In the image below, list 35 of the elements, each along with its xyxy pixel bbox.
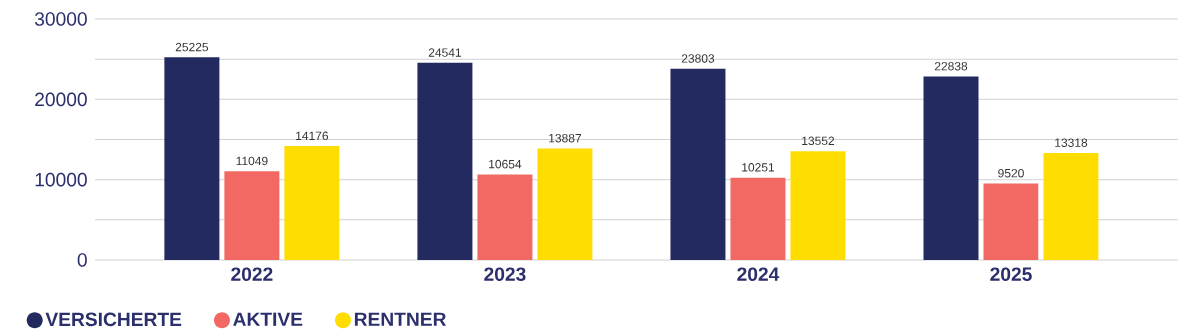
y-tick-label: 20000 — [35, 92, 87, 107]
bar — [670, 68, 726, 260]
bar — [730, 177, 786, 260]
x-tick-label: 2025 — [990, 267, 1032, 281]
data-label: 14176 — [296, 131, 329, 141]
bar — [790, 151, 846, 260]
x-tick-label: 2023 — [484, 267, 526, 281]
data-label: 24541 — [428, 48, 462, 57]
data-label: 10251 — [742, 163, 775, 172]
bar — [164, 57, 220, 260]
bar — [477, 174, 533, 260]
x-tick-label: 2022 — [231, 267, 273, 281]
bar — [537, 148, 593, 260]
bar — [284, 146, 340, 260]
data-label: 13318 — [1055, 138, 1088, 147]
bar — [224, 171, 280, 260]
data-label: 23803 — [681, 54, 715, 63]
y-tick-label: 30000 — [34, 12, 87, 26]
data-label: 10654 — [489, 159, 522, 169]
data-label: 11049 — [236, 156, 268, 166]
data-label: 25225 — [175, 42, 209, 52]
y-tick-label: 10000 — [35, 172, 87, 187]
bar — [417, 62, 473, 260]
data-label: 22838 — [934, 61, 968, 71]
data-label: 13887 — [549, 133, 581, 143]
x-tick-label: 2024 — [737, 267, 780, 281]
legend-label: AKTIVE — [233, 312, 303, 326]
data-label: 9520 — [998, 168, 1024, 178]
data-label: 13552 — [802, 136, 835, 146]
bar — [923, 76, 979, 260]
bar — [1043, 153, 1099, 260]
y-tick-label: 0 — [77, 253, 87, 267]
legend-label: RENTNER — [354, 312, 447, 326]
bar — [983, 183, 1039, 260]
legend-label: VERSICHERTE — [45, 312, 182, 327]
